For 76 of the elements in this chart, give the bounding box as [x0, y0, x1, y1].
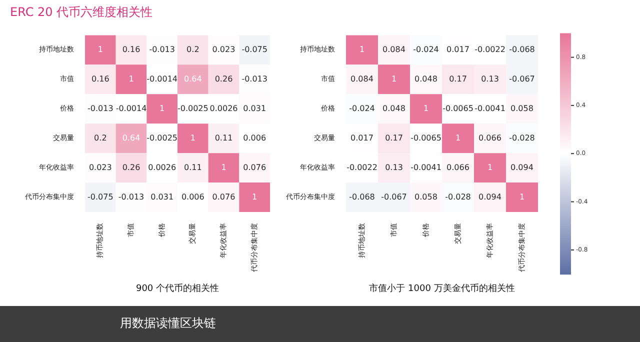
- data-label: -0.028: [509, 133, 535, 142]
- data-label: -0.013: [88, 104, 114, 113]
- data-label: -0.0065: [442, 104, 474, 113]
- data-label: 1: [519, 192, 525, 202]
- chart-title: ERC 20 代币六维度相关性: [10, 4, 153, 21]
- data-label: 0.048: [382, 104, 406, 113]
- data-label: 0.0026: [210, 104, 238, 113]
- data-label: 0.017: [446, 45, 470, 54]
- data-label: -0.067: [509, 74, 535, 84]
- data-label: -0.0041: [474, 104, 506, 113]
- data-label: 0.26: [214, 74, 233, 84]
- data-label: -0.0022: [346, 162, 378, 172]
- data-label: 0.13: [385, 162, 403, 172]
- data-label: 0.11: [184, 162, 202, 172]
- data-label: 0.084: [382, 45, 406, 54]
- data-label: 0.006: [181, 192, 204, 202]
- data-label: -0.0041: [410, 162, 442, 172]
- data-label: 1: [128, 74, 134, 84]
- data-label: 0.17: [449, 74, 467, 84]
- data-label: -0.024: [413, 45, 439, 54]
- data-label: 0.64: [184, 74, 202, 84]
- data-label: 0.031: [150, 192, 174, 202]
- data-label: 0.64: [122, 133, 140, 142]
- x-axis-title: 市值小于 1000 万美金代币的相关性: [369, 282, 515, 294]
- data-label: 1: [98, 45, 103, 54]
- data-label: -0.0065: [410, 133, 442, 142]
- data-label: 0.023: [88, 162, 112, 172]
- data-label: -0.0014: [146, 74, 178, 84]
- data-label: -0.075: [88, 192, 114, 202]
- data-label: 0.084: [350, 74, 374, 84]
- data-label: -0.075: [242, 45, 268, 54]
- text: 用数据读懂区块链: [120, 315, 216, 332]
- data-label: 0.2: [94, 133, 107, 142]
- data-label: -0.067: [381, 192, 407, 202]
- data-label: 0.26: [122, 162, 140, 172]
- data-label: 1: [487, 162, 493, 172]
- data-label: 1: [160, 104, 165, 113]
- data-label: 0.17: [385, 133, 403, 142]
- data-label: -0.0022: [474, 45, 506, 54]
- data-label: -0.028: [445, 192, 471, 202]
- data-label: -0.068: [349, 192, 375, 202]
- data-label: 0.058: [414, 192, 438, 202]
- data-label: 0.16: [122, 45, 140, 54]
- data-label: 1: [252, 192, 258, 202]
- data-label: 1: [391, 74, 397, 84]
- data-label: 1: [455, 133, 461, 142]
- data-label: 0.066: [446, 162, 470, 172]
- data-label: 0.017: [350, 133, 374, 142]
- data-label: -0.024: [349, 104, 375, 113]
- data-label: 0.076: [212, 192, 236, 202]
- data-label: 0.023: [212, 45, 236, 54]
- data-label: 1: [190, 133, 196, 142]
- data-label: 1: [359, 45, 365, 54]
- x-axis-title: 900 个代币的相关性: [136, 282, 220, 294]
- data-label: 1: [423, 104, 429, 113]
- data-label: 0.0026: [148, 162, 176, 172]
- data-label: 0.048: [414, 74, 438, 84]
- data-label: 1: [221, 162, 226, 172]
- data-label: -0.0014: [116, 104, 147, 113]
- data-label: -0.0025: [146, 133, 178, 142]
- data-label: -0.013: [149, 45, 175, 54]
- data-label: 0.16: [92, 74, 110, 84]
- data-label: 0.058: [510, 104, 534, 113]
- data-label: 0.13: [481, 74, 499, 84]
- data-label: 0.076: [243, 162, 266, 172]
- data-label: 0.2: [186, 45, 200, 54]
- data-label: 0.066: [478, 133, 502, 142]
- data-label: 0.094: [510, 162, 534, 172]
- data-label: 0.031: [243, 104, 266, 113]
- data-label: -0.068: [509, 45, 535, 54]
- data-label: 0.094: [478, 192, 502, 202]
- data-label: -0.013: [118, 192, 144, 202]
- data-label: -0.0025: [177, 104, 208, 113]
- data-label: 0.11: [214, 133, 233, 142]
- data-label: 0.006: [243, 133, 266, 142]
- data-label: -0.013: [242, 74, 268, 84]
